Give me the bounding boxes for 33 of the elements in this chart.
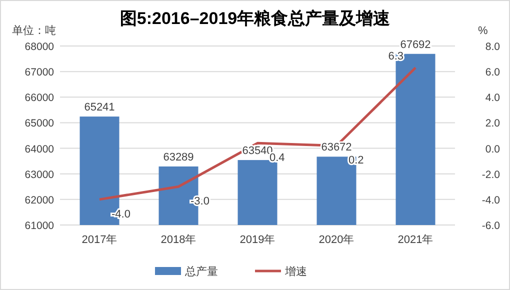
y2-tick-label: 8.0 [485, 41, 500, 53]
x-tick-label: 2020年 [318, 234, 354, 246]
y2-tick-label: 4.0 [485, 92, 500, 104]
y-tick-label: 61000 [24, 220, 54, 232]
legend-label: 总产量 [184, 265, 218, 278]
y2-tick-label: -6.0 [482, 220, 500, 232]
data-label: 65241 [84, 102, 115, 114]
legend-label: 增速 [284, 265, 307, 278]
data-label: 0.4 [270, 152, 285, 164]
y2-tick-label: 2.0 [485, 118, 500, 130]
y2-tick-label: 0.0 [485, 143, 500, 156]
data-label: 63289 [163, 151, 194, 164]
y2-tick-label: -2.0 [482, 168, 500, 181]
x-tick-label: 2019年 [240, 234, 276, 246]
data-label: 63672 [321, 142, 352, 154]
data-label: 6.3 [388, 50, 404, 63]
y2-axis-title: % [478, 25, 488, 37]
y-tick-label: 68000 [24, 41, 54, 53]
y-tick-label: 62000 [24, 194, 54, 206]
y-tick-label: 64000 [24, 143, 54, 156]
chart-title: 图5:2016–2019年粮食总产量及增速 [120, 9, 390, 28]
y-axis-title: 单位：吨 [12, 24, 56, 37]
y-tick-label: 66000 [24, 92, 54, 104]
x-tick-label: 2021年 [398, 234, 434, 246]
x-tick-label: 2018年 [160, 234, 196, 246]
data-label: 67692 [400, 38, 431, 51]
y-tick-label: 63000 [24, 168, 54, 181]
y2-tick-label: -4.0 [482, 194, 500, 206]
data-label: 0.2 [348, 154, 364, 167]
y-tick-label: 67000 [24, 66, 54, 79]
y2-tick-label: 6.0 [485, 66, 500, 79]
y-tick-label: 65000 [24, 118, 54, 130]
x-tick-label: 2017年 [82, 234, 118, 246]
